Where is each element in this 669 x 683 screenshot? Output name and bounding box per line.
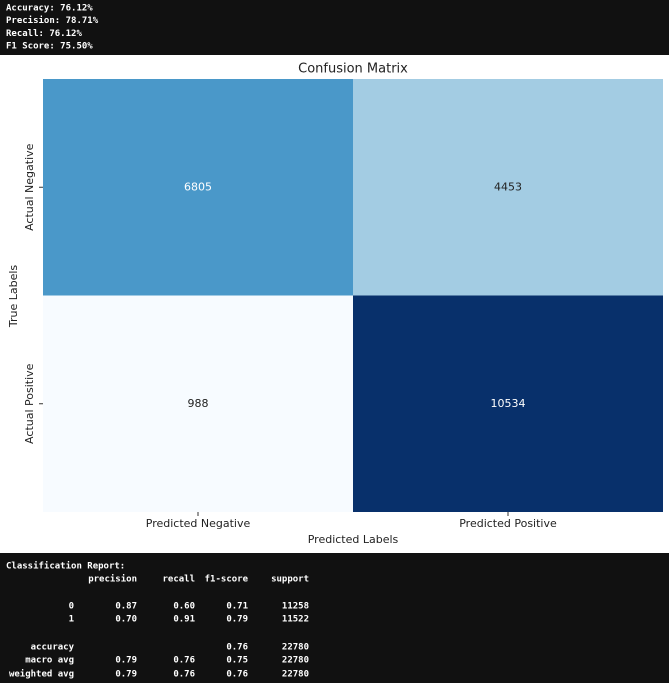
report-cell: 0.60 — [173, 602, 195, 612]
cell-label: 988 — [188, 397, 209, 410]
report-cell: 0.79 — [115, 656, 137, 666]
report-cell: 0.71 — [226, 602, 248, 612]
report-cell: 0.70 — [115, 615, 137, 625]
report-title: Classification Report: — [6, 561, 125, 572]
cell-label: 6805 — [184, 180, 212, 193]
report-cell: 22780 — [282, 670, 309, 680]
heatmap-cell — [43, 79, 353, 296]
heatmap-cell — [353, 295, 663, 512]
heatmap-cell — [353, 79, 663, 296]
report-row-label: 0 — [69, 602, 74, 612]
report-header: recall — [162, 575, 195, 585]
report-cell: 0.76 — [226, 643, 248, 653]
report-row-label: weighted avg — [9, 669, 74, 680]
report-row-label: accuracy — [31, 643, 75, 653]
report-cell: 11522 — [282, 615, 309, 625]
metric-line: Recall: 76.12% — [6, 29, 82, 39]
report-row-label: 1 — [69, 615, 74, 625]
report-cell: 0.91 — [173, 615, 195, 625]
report-cell: 0.76 — [173, 670, 195, 680]
metric-line: Accuracy: 76.12% — [6, 4, 93, 14]
report-cell: 0.79 — [115, 670, 137, 680]
report-cell: 11258 — [282, 602, 309, 612]
report-header: support — [271, 575, 309, 585]
x-tick-label: Predicted Negative — [146, 517, 251, 530]
x-tick-label: Predicted Positive — [459, 517, 557, 530]
report-cell: 0.76 — [173, 656, 195, 666]
chart-title: Confusion Matrix — [298, 62, 408, 77]
cell-label: 4453 — [494, 180, 522, 193]
report-cell: 22780 — [282, 656, 309, 666]
report-cell: 0.76 — [226, 670, 248, 680]
report-cell: 0.87 — [115, 602, 137, 612]
metric-line: F1 Score: 75.50% — [6, 42, 93, 52]
report-header: precision — [88, 574, 137, 585]
cell-label: 10534 — [491, 397, 526, 410]
y-tick-label: Actual Positive — [23, 363, 36, 444]
report-cell: 22780 — [282, 643, 309, 653]
y-tick-label: Actual Negative — [23, 143, 36, 231]
report-cell: 0.79 — [226, 615, 248, 625]
report-row-label: macro avg — [25, 656, 74, 666]
y-axis-label: True Labels — [7, 265, 20, 329]
heatmap-cell — [43, 295, 353, 512]
report-cell: 0.75 — [226, 656, 248, 666]
metric-line: Precision: 78.71% — [6, 15, 99, 26]
x-axis-label: Predicted Labels — [308, 533, 399, 546]
report-header: f1-score — [205, 575, 249, 585]
